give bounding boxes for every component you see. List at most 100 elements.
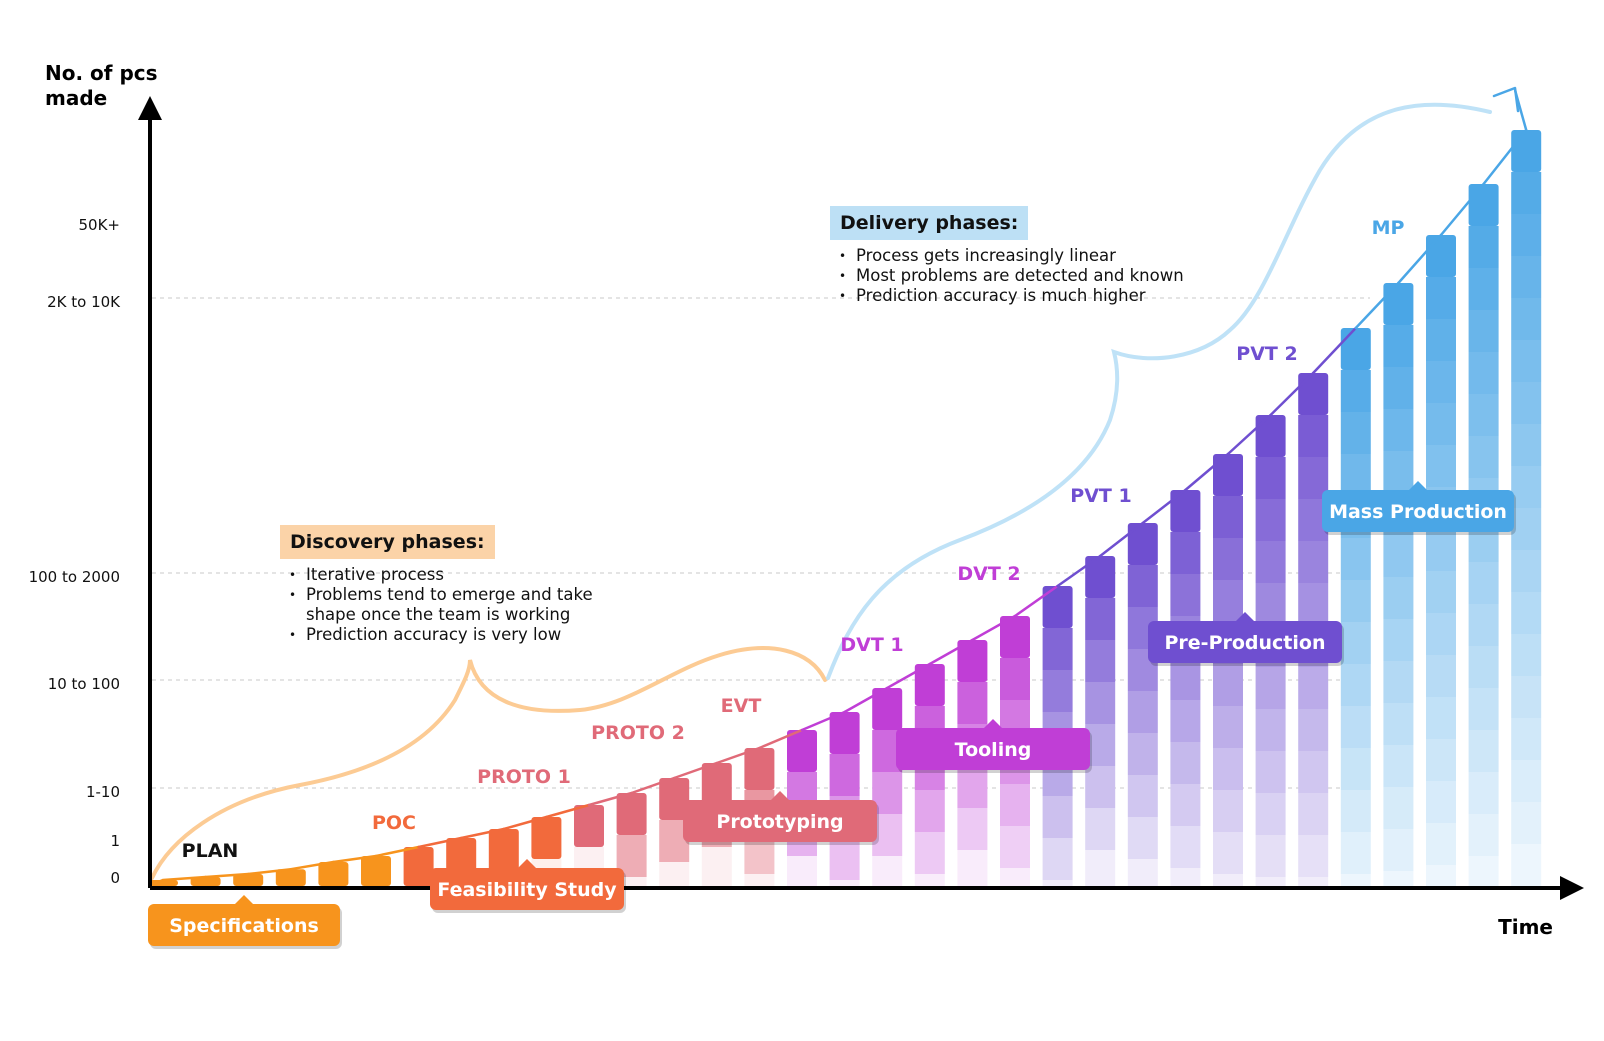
bar [1085, 556, 1116, 886]
phase-label: DVT 2 [957, 563, 1020, 585]
bar-segment [1426, 781, 1456, 823]
bar-segment [1000, 784, 1030, 826]
bar-segment [1340, 580, 1371, 622]
stage-box-label: Prototyping [716, 811, 843, 833]
delivery-note-title: Delivery phases: [830, 206, 1029, 240]
bar-segment [1383, 871, 1414, 886]
phase-label: POC [372, 812, 416, 834]
curve-segment [502, 815, 548, 831]
pointer-icon [1236, 612, 1254, 621]
phase-label: PROTO 1 [477, 766, 571, 788]
curve-segment [1013, 584, 1059, 618]
bar [1127, 523, 1158, 886]
bar-segment [1426, 403, 1456, 445]
bar-segment [616, 793, 647, 835]
bar-segment [1170, 490, 1201, 532]
bar-segment [1042, 586, 1073, 628]
bar-segment [1042, 880, 1073, 886]
y-tick-label: 1 [110, 832, 120, 850]
bar-segment [1340, 706, 1371, 748]
bar-segment [1426, 529, 1456, 571]
y-tick-label: 0 [110, 869, 120, 887]
bar [1426, 235, 1456, 886]
bar-segment [701, 847, 732, 886]
bar-segment [872, 856, 903, 886]
bar-segment [1511, 592, 1542, 634]
bar [361, 856, 391, 886]
bar-segment [1255, 709, 1286, 751]
bar-segment [1383, 451, 1414, 493]
curve-segment [1098, 521, 1145, 558]
bar [275, 869, 306, 886]
stage-box-label: Tooling [955, 739, 1032, 761]
curve-segment [885, 662, 932, 690]
curve-segment [1184, 452, 1230, 492]
bar-segment [1255, 877, 1286, 886]
bar [1213, 454, 1243, 886]
y-tick-label: 2K to 10K [47, 293, 121, 311]
bar [914, 664, 945, 886]
bar-segment [1127, 565, 1158, 607]
phase-label: PROTO 2 [591, 722, 685, 744]
curve-segment [1397, 233, 1443, 285]
bar-segment [1170, 742, 1201, 784]
bar-segment [1170, 700, 1201, 742]
curve-segment [1269, 371, 1315, 417]
y-tick-label: 10 to 100 [48, 675, 120, 693]
bar-segment [1468, 310, 1499, 352]
bar-segment [1468, 268, 1499, 310]
bar-segment [1000, 868, 1030, 886]
bar-segment [1426, 865, 1456, 886]
bar-segment [1383, 829, 1414, 871]
stage-box-label: Feasibility Study [437, 879, 617, 901]
bar-segment [1213, 580, 1243, 622]
pointer-icon [235, 895, 253, 904]
bar-segment [1085, 766, 1116, 808]
growth-curve [149, 86, 1528, 887]
bar-segment [1511, 214, 1542, 256]
bar-segment [1085, 640, 1116, 682]
bar-segment [1127, 691, 1158, 733]
bar-segment [1170, 784, 1201, 826]
bar-segment [1511, 508, 1542, 550]
bar-segment [914, 832, 945, 874]
bar-segment [744, 874, 775, 886]
bar-segment [1340, 370, 1371, 412]
pointer-icon [1409, 481, 1427, 490]
phase-labels: PLAN POC PROTO 1 PROTO 2 EVT DVT 1 DVT 2 PVT 1 P… [182, 217, 1405, 862]
bar-segment [1383, 325, 1414, 367]
bar-segment [1383, 787, 1414, 829]
bar-segment [1426, 235, 1456, 277]
bar-segment [1170, 826, 1201, 868]
bar-segment [701, 763, 732, 805]
delivery-note: Delivery phases: Process gets increasing… [830, 206, 1250, 306]
curve-segment [332, 854, 378, 864]
x-axis-title: Time [1498, 915, 1553, 939]
bar-segment [488, 829, 519, 871]
curve-segment [417, 836, 463, 849]
bar-segment [1511, 466, 1542, 508]
bar-segment [1340, 622, 1371, 664]
bar-segment [787, 730, 817, 772]
curve-segment [1226, 413, 1272, 456]
bar-segment [1000, 658, 1030, 700]
bar-segment [1383, 619, 1414, 661]
delivery-bullet: Most problems are detected and known [830, 266, 1250, 286]
axes [138, 96, 1584, 900]
bar [148, 880, 178, 886]
curve-segment [1141, 488, 1187, 525]
bar-segment [1511, 424, 1542, 466]
bar-segment [1511, 172, 1542, 214]
bar [318, 862, 349, 886]
bar-segment [1127, 733, 1158, 775]
bar-segment [190, 877, 221, 886]
curve-segment [1354, 281, 1400, 330]
curve-segment [800, 710, 846, 732]
bar-segment [1511, 256, 1542, 298]
y-tick-labels: 0 1 1-10 10 to 100 100 to 2000 2K to 10K 50K+ [29, 216, 122, 887]
curve-segment [161, 875, 207, 882]
discovery-note: Discovery phases: Iterative process Prob… [280, 525, 620, 645]
delivery-bullet: Prediction accuracy is much higher [830, 286, 1250, 306]
bar-segment [1085, 556, 1116, 598]
